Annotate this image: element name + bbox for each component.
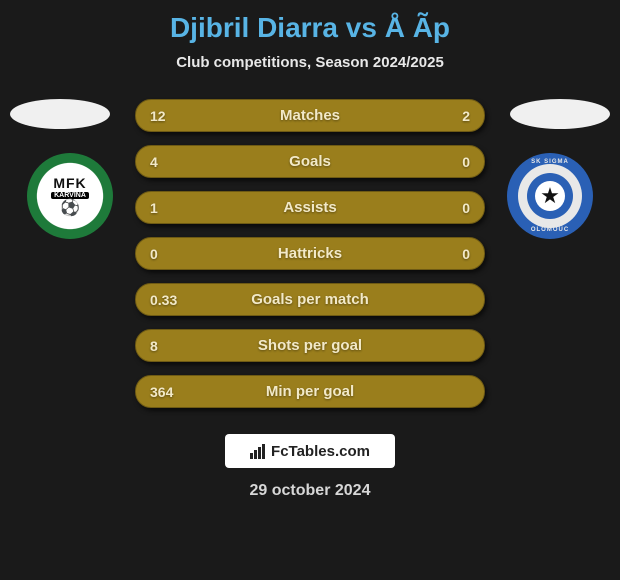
stat-row: 364 Min per goal: [135, 375, 485, 408]
stat-row: 4 Goals 0: [135, 145, 485, 178]
comparison-area: MFK KARVINÁ ⚽ SK SIGMA ★ OLOMOUC 12 Matc…: [0, 99, 620, 500]
stat-row: 0 Hattricks 0: [135, 237, 485, 270]
stat-value-right: 0: [462, 246, 470, 262]
stat-value-left: 12: [150, 108, 166, 124]
stat-row: 12 Matches 2: [135, 99, 485, 132]
bars-icon: [250, 444, 265, 459]
footer-date: 29 october 2024: [0, 482, 620, 500]
branding-box: FcTables.com: [225, 434, 395, 468]
stat-value-left: 0.33: [150, 292, 177, 308]
stat-label: Min per goal: [266, 383, 354, 400]
stat-label: Goals: [289, 153, 331, 170]
stat-label: Shots per goal: [258, 337, 362, 354]
stat-value-left: 0: [150, 246, 158, 262]
stat-row: 0.33 Goals per match: [135, 283, 485, 316]
soccer-ball-icon: ⚽: [60, 201, 80, 217]
page-subtitle: Club competitions, Season 2024/2025: [0, 54, 620, 71]
stat-value-left: 1: [150, 200, 158, 216]
crest-left-text-small: KARVINÁ: [51, 192, 89, 199]
star-icon: ★: [535, 181, 565, 211]
crest-left-text-top: MFK: [53, 175, 86, 191]
flag-left: [10, 99, 110, 129]
stat-label: Hattricks: [278, 245, 342, 262]
stat-value-left: 4: [150, 154, 158, 170]
stats-list: 12 Matches 2 4 Goals 0 1 Assists 0 0 Hat…: [135, 99, 485, 408]
stat-value-left: 364: [150, 384, 173, 400]
club-crest-left: MFK KARVINÁ ⚽: [27, 153, 113, 239]
flag-right: [510, 99, 610, 129]
crest-right-ring-top: SK SIGMA: [531, 159, 569, 165]
stat-label: Assists: [283, 199, 336, 216]
stat-value-right: 2: [462, 108, 470, 124]
stat-value-left: 8: [150, 338, 158, 354]
page-title: Djibril Diarra vs Å Ãp: [0, 0, 620, 44]
crest-right-ring-bottom: OLOMOUC: [531, 227, 569, 233]
stat-label: Matches: [280, 107, 340, 124]
stat-row: 8 Shots per goal: [135, 329, 485, 362]
stat-label: Goals per match: [251, 291, 369, 308]
stat-value-right: 0: [462, 200, 470, 216]
stat-row: 1 Assists 0: [135, 191, 485, 224]
branding-text: FcTables.com: [271, 443, 370, 460]
stat-value-right: 0: [462, 154, 470, 170]
club-crest-right: SK SIGMA ★ OLOMOUC: [507, 153, 593, 239]
